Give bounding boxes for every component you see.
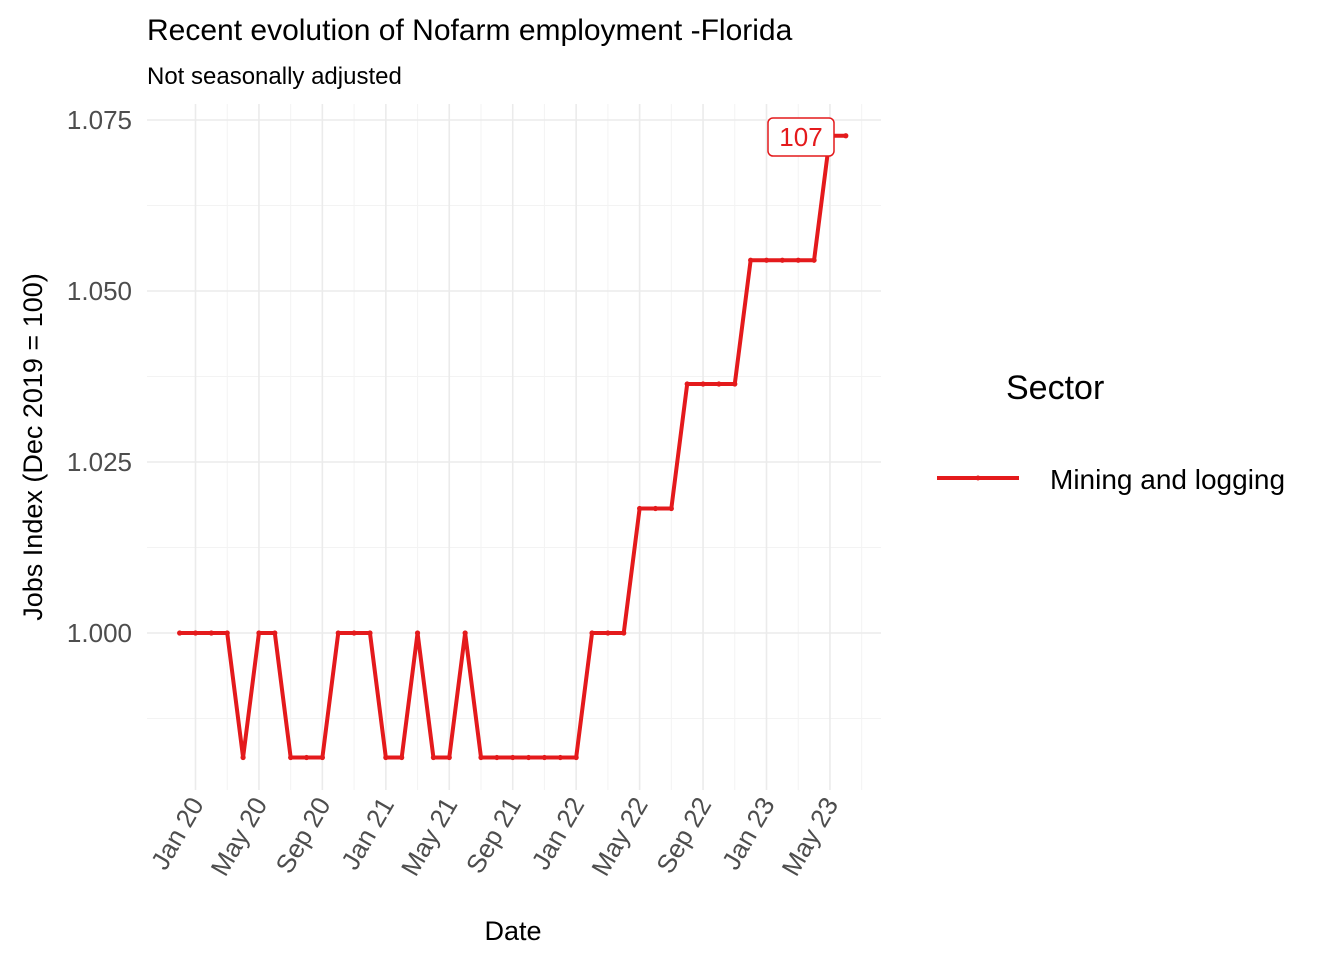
x-tick-label: Sep 22 <box>650 792 717 878</box>
data-point <box>462 630 468 636</box>
minor-gridlines <box>147 104 881 790</box>
y-axis-title: Jobs Index (Dec 2019 = 100) <box>18 273 48 620</box>
data-point <box>446 754 452 761</box>
data-point <box>335 630 341 636</box>
chart-title: Recent evolution of Nofarm employment -F… <box>147 14 793 47</box>
data-point <box>478 754 484 761</box>
x-tick-label: May 20 <box>205 792 274 881</box>
data-point <box>367 630 373 636</box>
data-point <box>621 630 627 636</box>
y-tick-label: 1.050 <box>67 276 132 306</box>
data-point <box>351 630 357 636</box>
legend-title: Sector <box>1006 369 1104 407</box>
x-tick-label: May 23 <box>776 792 845 881</box>
x-tick-label: Sep 21 <box>460 792 527 878</box>
end-label: 107 <box>767 117 835 157</box>
data-point <box>430 754 437 761</box>
data-point <box>272 630 278 636</box>
data-point <box>510 754 516 761</box>
legend: Sector Mining and logging <box>937 369 1285 495</box>
data-point <box>573 754 579 761</box>
y-axis-ticks: 1.000 1.025 1.050 1.075 <box>67 105 132 648</box>
data-point <box>748 257 754 263</box>
data-point <box>811 257 817 263</box>
y-tick-label: 1.025 <box>67 447 132 477</box>
data-point <box>383 754 389 761</box>
chart-subtitle: Not seasonally adjusted <box>147 63 402 90</box>
data-point <box>414 630 421 636</box>
data-point <box>224 630 230 636</box>
data-point <box>843 133 849 139</box>
data-point <box>557 754 563 761</box>
data-point <box>256 630 262 636</box>
legend-item-mining-and-logging: Mining and logging <box>1050 464 1285 495</box>
end-label-box <box>767 117 835 157</box>
x-tick-label: May 21 <box>395 792 464 881</box>
data-point <box>589 630 595 636</box>
data-point <box>668 505 674 512</box>
major-gridlines <box>147 104 881 790</box>
y-tick-label: 1.000 <box>67 618 132 648</box>
data-point <box>605 630 611 636</box>
data-point <box>240 754 246 761</box>
x-tick-label: Sep 20 <box>269 792 336 878</box>
data-point <box>652 505 659 512</box>
data-point <box>177 630 183 636</box>
data-point <box>319 754 325 761</box>
data-point <box>732 381 738 387</box>
x-tick-label: Jan 22 <box>525 792 590 875</box>
data-point <box>637 505 643 512</box>
data-point <box>399 754 405 761</box>
data-point <box>541 754 548 761</box>
x-axis-title: Date <box>484 916 541 946</box>
data-point <box>763 257 770 263</box>
data-point <box>795 257 801 263</box>
data-point <box>288 754 294 761</box>
data-point <box>192 630 199 636</box>
data-point <box>700 381 706 387</box>
x-tick-label: Jan 20 <box>145 792 210 875</box>
x-tick-label: May 22 <box>585 792 654 881</box>
data-point <box>716 381 722 387</box>
data-point <box>684 381 690 387</box>
data-point <box>494 754 500 761</box>
x-tick-label: Jan 21 <box>335 792 400 875</box>
x-tick-label: Jan 23 <box>716 792 781 875</box>
series-layer <box>177 133 849 761</box>
data-point <box>525 754 532 761</box>
legend-swatch-point <box>975 475 981 481</box>
data-point <box>208 630 214 636</box>
end-label-text: 107 <box>779 122 822 152</box>
data-point <box>303 754 310 761</box>
data-point <box>779 257 785 263</box>
y-tick-label: 1.075 <box>67 105 132 135</box>
